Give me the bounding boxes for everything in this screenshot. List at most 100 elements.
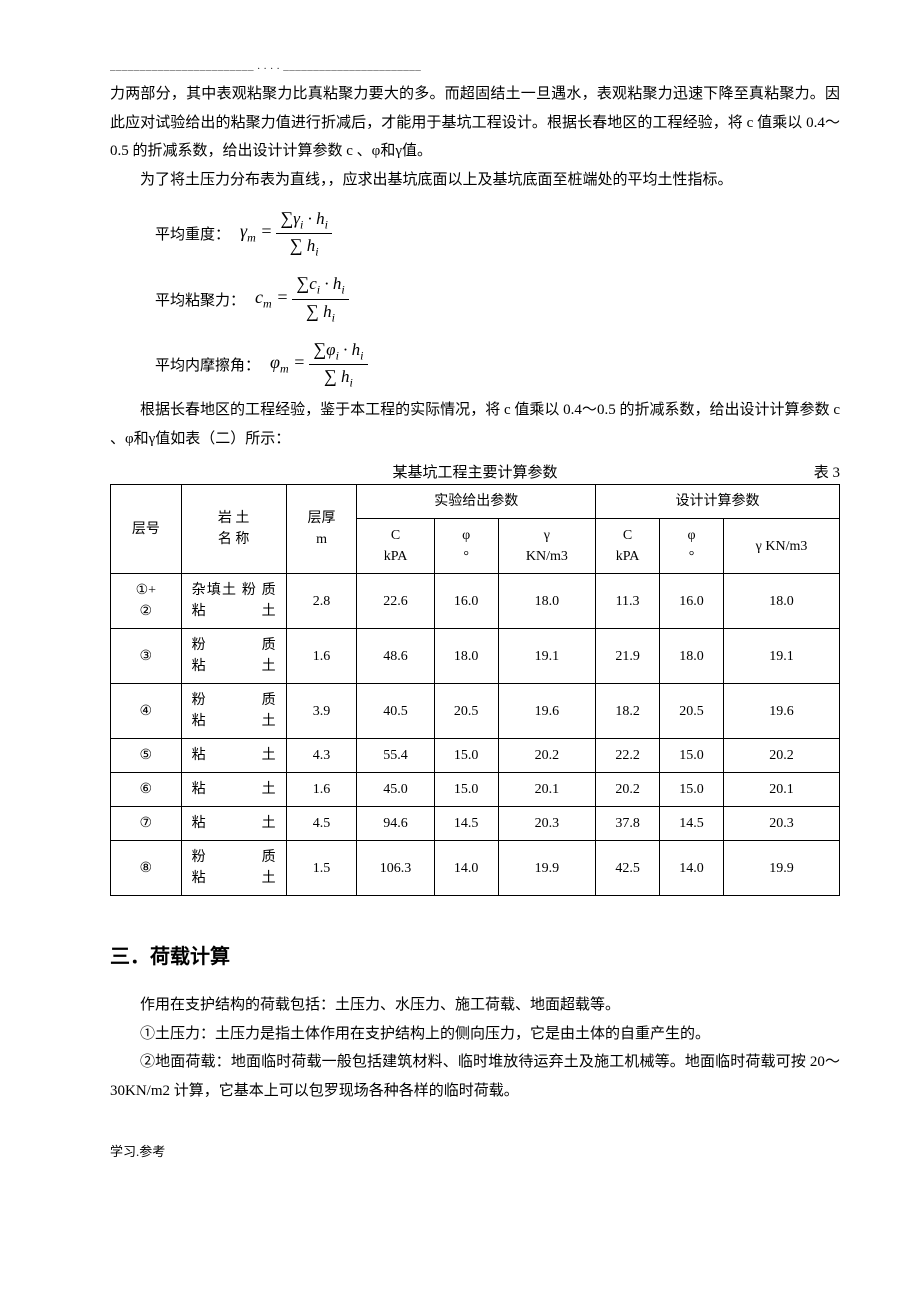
cell-soil: 杂填土 粉 质粘 土 [181,574,286,629]
cell-des-phi: 15.0 [660,773,724,807]
formula-c: cm = ∑ci · hi ∑ hi [255,273,349,324]
cell-des-phi: 16.0 [660,574,724,629]
cell-exp-phi: 18.0 [434,629,498,684]
th-exp-phi: φ° [434,519,498,574]
table-row: ⑦粘 土4.594.614.520.337.814.520.3 [111,807,840,841]
cell-exp-c: 94.6 [357,807,434,841]
cell-des-phi: 20.5 [660,684,724,739]
table-caption-right: 表 3 [780,461,840,482]
table-row: ①+②杂填土 粉 质粘 土2.822.616.018.011.316.018.0 [111,574,840,629]
cell-exp-phi: 16.0 [434,574,498,629]
formula-c-label: 平均粘聚力： [155,289,245,310]
paragraph-6: ②地面荷载：地面临时荷载一般包括建筑材料、临时堆放待运弃土及施工机械等。地面临时… [110,1048,840,1105]
cell-des-c: 37.8 [596,807,660,841]
cell-layer: ①+② [111,574,182,629]
cell-exp-phi: 15.0 [434,739,498,773]
cell-exp-phi: 15.0 [434,773,498,807]
cell-exp-c: 45.0 [357,773,434,807]
table-row: ③粉 质粘 土1.648.618.019.121.918.019.1 [111,629,840,684]
formula-phi-row: 平均内摩擦角： φm = ∑φi · hi ∑ hi [110,339,840,390]
cell-thick: 1.6 [286,629,357,684]
cell-layer: ⑧ [111,841,182,896]
cell-des-gamma: 20.3 [724,807,840,841]
cell-thick: 3.9 [286,684,357,739]
cell-layer: ⑤ [111,739,182,773]
cell-des-gamma: 19.1 [724,629,840,684]
cell-des-gamma: 19.9 [724,841,840,896]
cell-des-c: 11.3 [596,574,660,629]
cell-soil: 粉 质粘 土 [181,841,286,896]
cell-exp-c: 40.5 [357,684,434,739]
formula-gamma-row: 平均重度： γm = ∑γi · hi ∑ hi [110,208,840,259]
cell-layer: ⑦ [111,807,182,841]
th-exp-gamma: γKN/m3 [498,519,595,574]
formula-phi-lhs: φ [270,352,280,372]
formula-c-lhs: c [255,287,263,307]
cell-des-gamma: 20.1 [724,773,840,807]
formula-phi-num-var: φ [326,340,335,359]
cell-exp-gamma: 19.6 [498,684,595,739]
paragraph-4: 作用在支护结构的荷载包括：土压力、水压力、施工荷载、地面超载等。 [110,991,840,1020]
cell-exp-c: 55.4 [357,739,434,773]
cell-des-c: 22.2 [596,739,660,773]
th-des-phi: φ° [660,519,724,574]
formula-phi: φm = ∑φi · hi ∑ hi [270,339,367,390]
document-page: ________________________ . . . . _______… [0,0,920,1302]
table-row: ⑤粘 土4.355.415.020.222.215.020.2 [111,739,840,773]
cell-exp-phi: 14.0 [434,841,498,896]
cell-des-phi: 18.0 [660,629,724,684]
cell-exp-c: 48.6 [357,629,434,684]
formula-gamma-num-var: γ [293,209,300,228]
footer-note: 学习.参考 [110,1141,840,1160]
formula-gamma: γm = ∑γi · hi ∑ hi [240,208,332,259]
th-des-gamma: γ KN/m3 [724,519,840,574]
params-table: 层号 岩 土名 称 层厚m 实验给出参数 设计计算参数 CkPA φ° γKN/… [110,484,840,896]
cell-thick: 4.3 [286,739,357,773]
cell-soil: 粘 土 [181,739,286,773]
th-thick: 层厚m [286,485,357,574]
cell-exp-gamma: 20.3 [498,807,595,841]
formula-c-sub: m [263,296,272,310]
th-des-c: CkPA [596,519,660,574]
cell-des-c: 20.2 [596,773,660,807]
cell-des-gamma: 19.6 [724,684,840,739]
cell-thick: 4.5 [286,807,357,841]
table-row: ⑧粉 质粘 土1.5106.314.019.942.514.019.9 [111,841,840,896]
cell-thick: 2.8 [286,574,357,629]
cell-exp-c: 106.3 [357,841,434,896]
cell-des-phi: 14.0 [660,841,724,896]
cell-soil: 粉 质粘 土 [181,629,286,684]
th-des-group: 设计计算参数 [596,485,840,519]
th-soil: 岩 土名 称 [181,485,286,574]
paragraph-2: 为了将土压力分布表为直线，，应求出基坑底面以上及基坑底面至桩端处的平均土性指标。 [110,166,840,195]
paragraph-5: ①土压力：土压力是指土体作用在支护结构上的侧向压力，它是由土体的自重产生的。 [110,1020,840,1049]
th-layer: 层号 [111,485,182,574]
cell-exp-phi: 14.5 [434,807,498,841]
cell-soil: 粉 质粘 土 [181,684,286,739]
th-exp-c: CkPA [357,519,434,574]
cell-des-c: 42.5 [596,841,660,896]
section-3-heading: 三．荷载计算 [110,940,840,969]
cell-layer: ④ [111,684,182,739]
cell-thick: 1.5 [286,841,357,896]
cell-thick: 1.6 [286,773,357,807]
th-exp-group: 实验给出参数 [357,485,596,519]
table-row: ④粉 质粘 土3.940.520.519.618.220.519.6 [111,684,840,739]
cell-soil: 粘 土 [181,807,286,841]
cell-exp-gamma: 20.1 [498,773,595,807]
cell-des-c: 18.2 [596,684,660,739]
cell-exp-gamma: 19.9 [498,841,595,896]
table-header-row-1: 层号 岩 土名 称 层厚m 实验给出参数 设计计算参数 [111,485,840,519]
formula-gamma-sub: m [247,231,256,245]
cell-layer: ③ [111,629,182,684]
formula-c-row: 平均粘聚力： cm = ∑ci · hi ∑ hi [110,273,840,324]
cell-exp-gamma: 20.2 [498,739,595,773]
cell-exp-gamma: 18.0 [498,574,595,629]
table-caption: 某基坑工程主要计算参数 [170,461,780,482]
table-caption-row: 某基坑工程主要计算参数 表 3 [110,461,840,482]
cell-des-phi: 15.0 [660,739,724,773]
table-row: ⑥粘 土1.645.015.020.120.215.020.1 [111,773,840,807]
page-header-rule: ________________________ . . . . _______… [110,60,840,72]
cell-des-phi: 14.5 [660,807,724,841]
cell-layer: ⑥ [111,773,182,807]
